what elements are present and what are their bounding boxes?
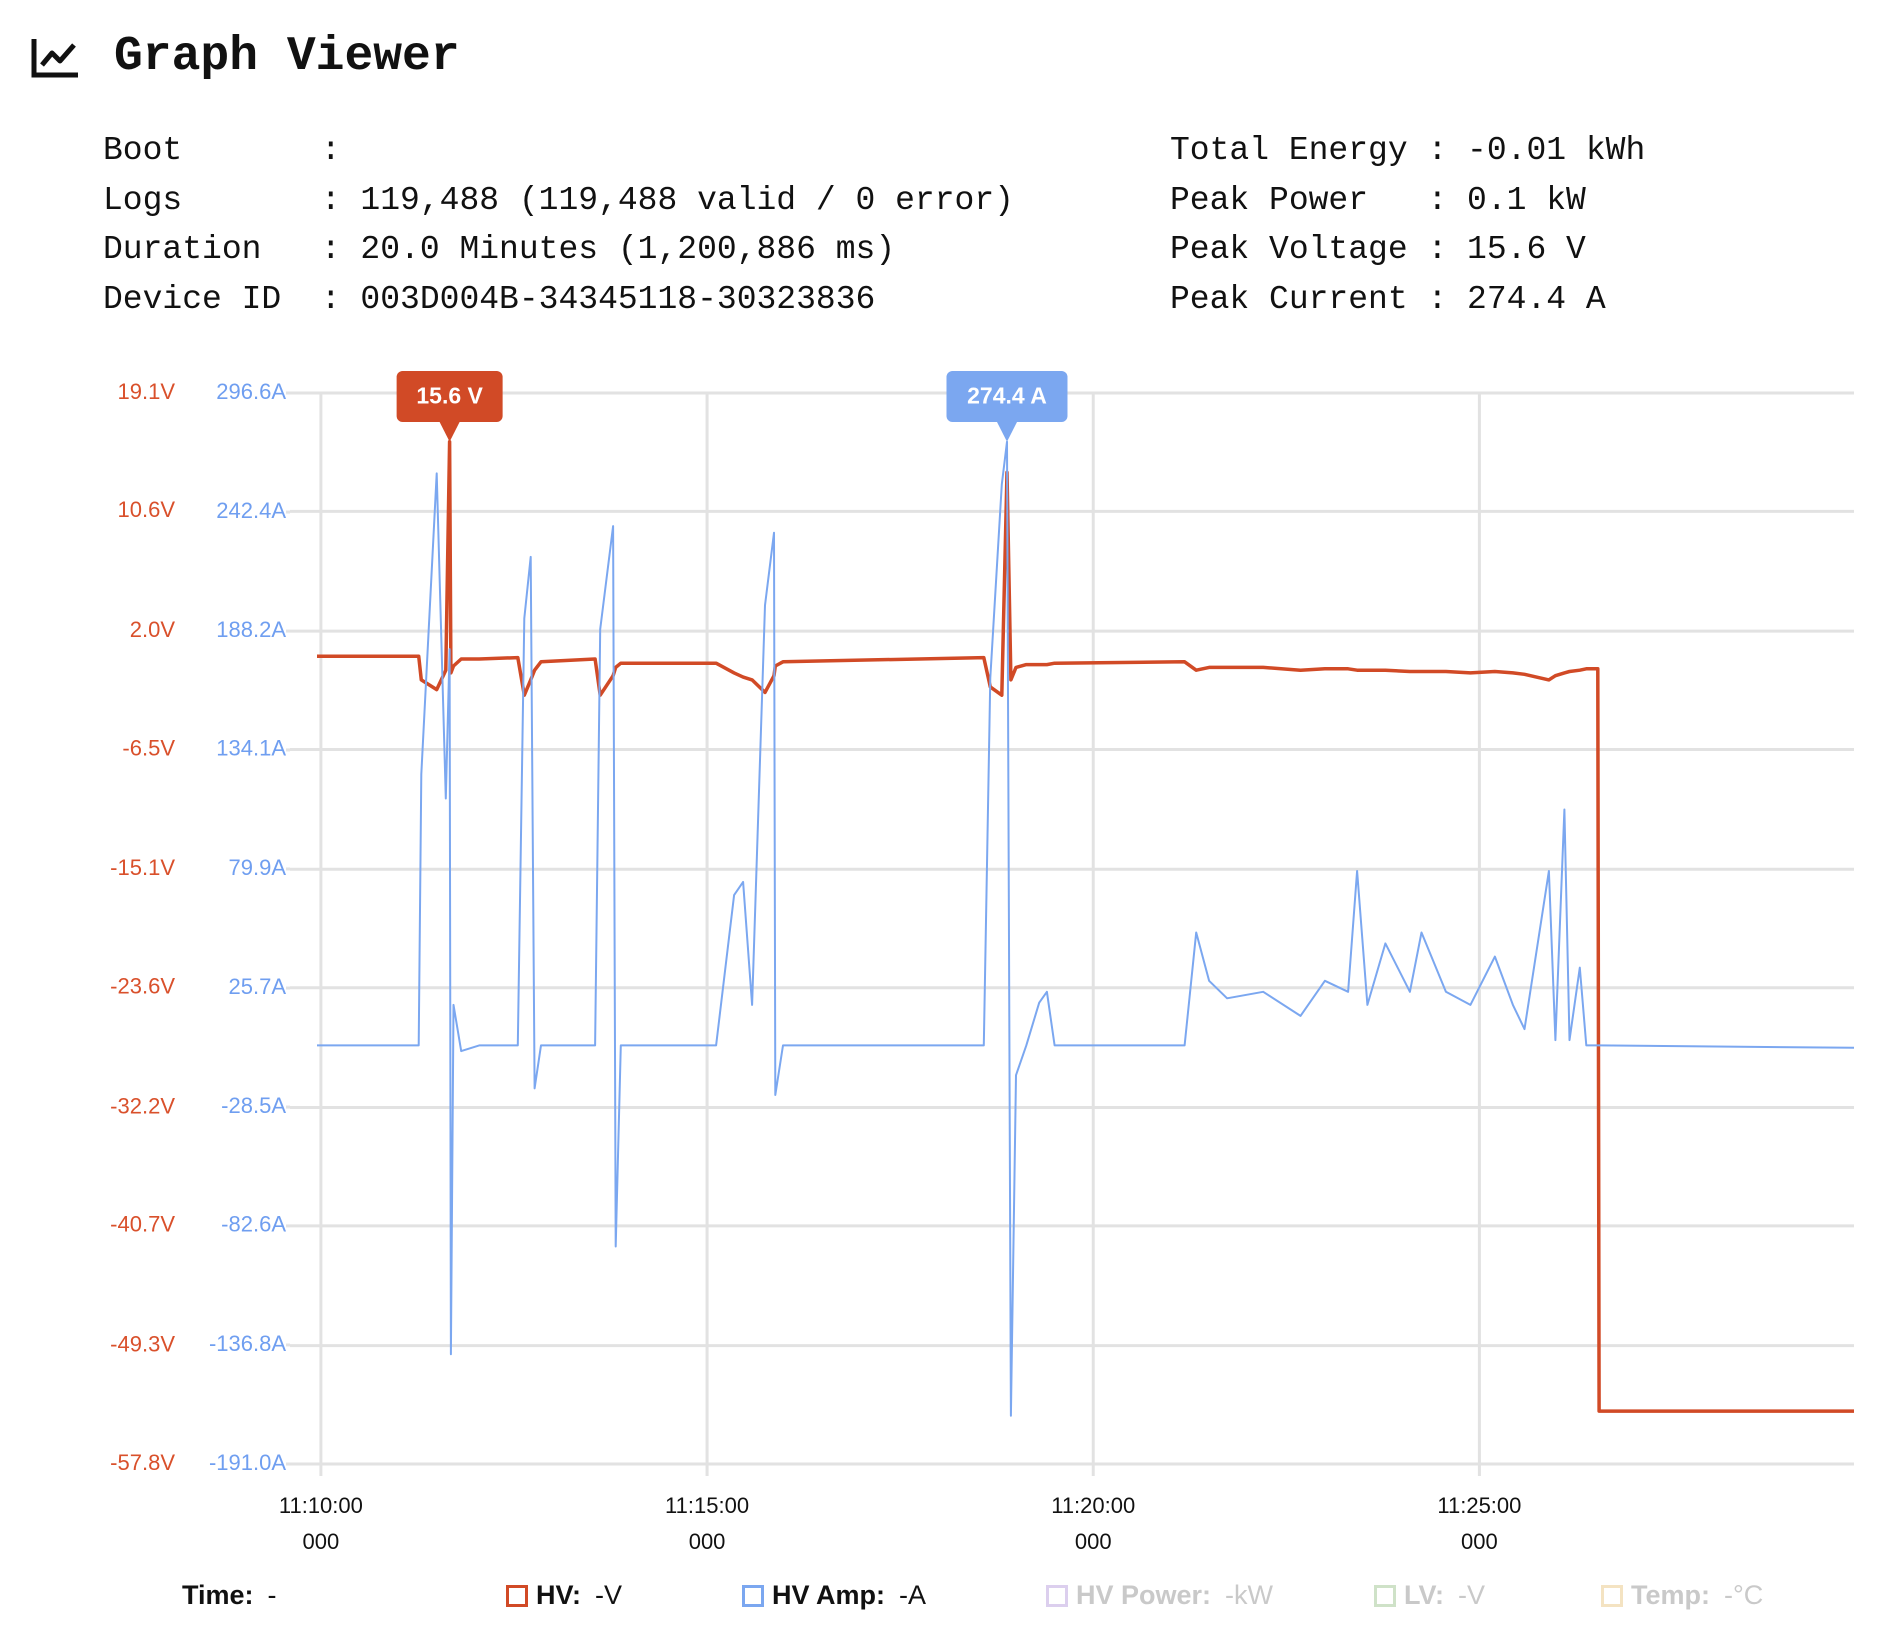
legend-item: HV Power: -kW [1046, 1580, 1273, 1611]
legend-readout: -°C [1724, 1580, 1764, 1610]
y-tick-label: -15.1V [110, 855, 175, 880]
stat-row: Boot: [103, 132, 1014, 182]
legend-readout: -A [899, 1580, 926, 1610]
stat-value: : 003D004B-34345118-30323836 [320, 280, 876, 318]
stat-row: Total Energy : -0.01 kWh [1170, 132, 1645, 182]
annotation-box [396, 371, 503, 422]
annotation-label: 15.6 V [416, 383, 483, 409]
x-tick-sublabel: 000 [303, 1529, 340, 1554]
legend-item: HV: -V [506, 1580, 622, 1611]
y-tick-label: -57.8V [110, 1450, 175, 1475]
annotation-box [946, 371, 1068, 422]
y2-tick-label: 242.4A [216, 498, 286, 523]
x-tick-label: 11:20:00 [1051, 1493, 1135, 1518]
x-tick-sublabel: 000 [1075, 1529, 1112, 1554]
stats-right: Total Energy : -0.01 kWh Peak Power : 0.1 k… [1170, 132, 1645, 330]
y2-tick-label: 79.9A [229, 855, 287, 880]
x-tick-sublabel: 000 [1461, 1529, 1498, 1554]
stat-row: Device ID : 003D004B-34345118-30323836 [103, 281, 1014, 331]
stat-label: Device ID [103, 280, 282, 318]
x-tick-sublabel: 000 [689, 1529, 726, 1554]
stat-value: : 20.0 Minutes (1,200,886 ms) [320, 231, 896, 268]
stat-row: Peak Power : 0.1 kW [1170, 182, 1645, 232]
y-tick-label: -23.6V [110, 974, 175, 999]
series-line [317, 439, 1854, 1413]
page-title: Graph Viewer [114, 30, 460, 84]
legend-label: HV Amp: [772, 1580, 885, 1610]
legend-swatch [1046, 1584, 1068, 1607]
annotation-label: 274.4 A [967, 383, 1047, 409]
y2-tick-label: 25.7A [229, 974, 287, 999]
stat-label: Peak Power [1170, 181, 1369, 219]
stat-label: Duration [103, 231, 262, 268]
legend-swatch [506, 1584, 528, 1607]
header: Graph Viewer [30, 22, 460, 92]
stat-row: Duration : 20.0 Minutes (1,200,886 ms) [103, 231, 1014, 281]
legend-label: Time: [182, 1580, 254, 1610]
legend-label: HV Power: [1076, 1580, 1212, 1610]
peak-annotation: 15.6 V [396, 371, 503, 442]
stat-value: : 0.1 kW [1427, 181, 1586, 219]
y-tick-label: -49.3V [110, 1331, 175, 1356]
annotation-pointer [439, 422, 460, 442]
legend-readout: - [267, 1580, 277, 1610]
legend-readout: -V [595, 1580, 623, 1610]
legend: Time: - HV: -V HV Amp: -A HV Power: -kW LV: -V Tem… [0, 1580, 1888, 1620]
legend-readout: -kW [1225, 1580, 1274, 1610]
y-tick-label: 19.1V [118, 379, 176, 404]
stat-label: Peak Voltage [1170, 231, 1408, 268]
stat-value: : 274.4 A [1427, 280, 1606, 318]
legend-swatch [1374, 1584, 1396, 1607]
peak-annotation: 274.4 A [946, 371, 1068, 442]
legend-label: Temp: [1631, 1580, 1710, 1610]
stat-value: : 119,488 (119,488 valid / 0 error) [320, 181, 1014, 219]
stat-value: : -0.01 kWh [1427, 132, 1646, 169]
legend-item: HV Amp: -A [742, 1580, 926, 1611]
legend-label: HV: [536, 1580, 582, 1610]
y-tick-label: -32.2V [110, 1093, 175, 1118]
legend-label: LV: [1404, 1580, 1444, 1610]
y2-tick-label: 296.6A [216, 379, 286, 404]
stat-label: Boot [103, 132, 183, 169]
stat-row: Logs : 119,488 (119,488 valid / 0 error) [103, 182, 1014, 232]
legend-item: Temp: -°C [1601, 1580, 1763, 1611]
legend-swatch [1601, 1584, 1623, 1607]
stat-value: : 15.6 V [1427, 231, 1586, 268]
y-tick-label: -6.5V [122, 735, 175, 760]
legend-item: LV: -V [1374, 1580, 1485, 1611]
stats-left: Boot: Logs: 119,488 (119,488 valid / 0 er… [103, 132, 1014, 330]
x-tick-label: 11:10:00 [279, 1493, 363, 1518]
y2-tick-label: 188.2A [216, 617, 286, 642]
y2-tick-label: -82.6A [221, 1212, 286, 1237]
y-tick-label: 2.0V [130, 617, 176, 642]
y2-tick-label: -136.8A [209, 1331, 286, 1356]
stat-label: Peak Current [1170, 280, 1408, 318]
chart: 19.1V 10.6V 2.0V -6.5V -15.1V -23.6V -32.2V -40… [110, 371, 1855, 1554]
y2-tick-label: -28.5A [221, 1093, 286, 1118]
y2-tick-label: 134.1A [216, 736, 286, 761]
stat-row: Peak Voltage : 15.6 V [1170, 231, 1645, 281]
legend-swatch [742, 1584, 764, 1607]
legend-item: Time: - [182, 1580, 277, 1611]
y-tick-label: 10.6V [118, 497, 176, 522]
legend-readout: -V [1458, 1580, 1485, 1610]
stat-row: Peak Current : 274.4 A [1170, 281, 1645, 331]
y2-tick-label: -191.0A [209, 1450, 286, 1475]
x-tick-label: 11:15:00 [665, 1493, 749, 1518]
stat-label: Logs [103, 181, 183, 219]
y-tick-label: -40.7V [110, 1212, 175, 1237]
stat-value: : [320, 132, 341, 169]
x-tick-label: 11:25:00 [1437, 1493, 1521, 1518]
stat-label: Total Energy [1170, 132, 1408, 169]
series-line [317, 440, 1855, 1417]
annotation-pointer [996, 422, 1017, 442]
chart-icon [31, 39, 78, 78]
